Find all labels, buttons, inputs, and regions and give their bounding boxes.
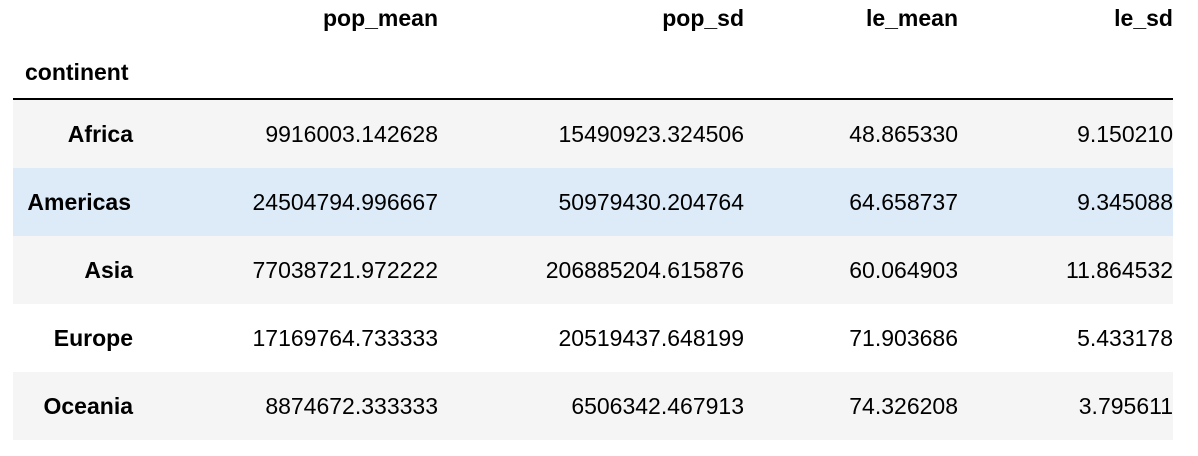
row-index: Americas: [27, 189, 131, 215]
cell-le-mean: 60.064903: [849, 257, 958, 283]
cell-le-sd: 3.795611: [1078, 393, 1173, 419]
cell-pop-sd: 15490923.324506: [558, 121, 744, 147]
column-header-le-mean: le_mean: [865, 5, 958, 31]
cell-pop-mean: 24504794.996667: [252, 189, 438, 215]
row-index: Asia: [84, 257, 133, 283]
cell-le-mean: 74.326208: [849, 393, 958, 419]
cell-le-sd: 9.345088: [1077, 189, 1173, 215]
cell-pop-mean: 8874672.333333: [265, 393, 438, 419]
cell-le-mean: 48.865330: [849, 121, 958, 147]
table-row: Asia 77038721.972222 206885204.615876 60…: [13, 236, 1173, 304]
table-body: Africa 9916003.142628 15490923.324506 48…: [13, 100, 1173, 440]
cell-pop-sd: 20519437.648199: [558, 325, 744, 351]
cell-le-mean: 71.903686: [849, 325, 958, 351]
cell-le-mean: 64.658737: [849, 189, 958, 215]
cell-le-sd: 5.433178: [1077, 325, 1173, 351]
row-index: Africa: [67, 121, 133, 147]
cell-pop-sd: 206885204.615876: [545, 257, 744, 283]
cell-pop-mean: 9916003.142628: [265, 121, 438, 147]
table-row[interactable]: Americas 24504794.996667 50979430.204764…: [13, 168, 1173, 236]
cell-pop-mean: 17169764.733333: [252, 325, 438, 351]
table-row: Africa 9916003.142628 15490923.324506 48…: [13, 100, 1173, 168]
row-index: Europe: [53, 325, 133, 351]
column-header-pop-mean: pop_mean: [322, 5, 438, 31]
column-header-pop-sd: pop_sd: [662, 5, 744, 31]
index-name-header: continent: [25, 59, 129, 85]
cell-le-sd: 11.864532: [1065, 257, 1173, 283]
cell-pop-sd: 50979430.204764: [558, 189, 744, 215]
cell-pop-sd: 6506342.467913: [571, 393, 744, 419]
column-header-le-sd: le_sd: [1114, 5, 1173, 31]
table-row: Europe 17169764.733333 20519437.648199 7…: [13, 304, 1173, 372]
header-rule: [13, 98, 1173, 100]
cell-pop-mean: 77038721.972222: [252, 257, 438, 283]
row-index: Oceania: [43, 393, 134, 419]
table-row: Oceania 8874672.333333 6506342.467913 74…: [13, 372, 1173, 440]
cell-le-sd: 9.150210: [1077, 121, 1173, 147]
